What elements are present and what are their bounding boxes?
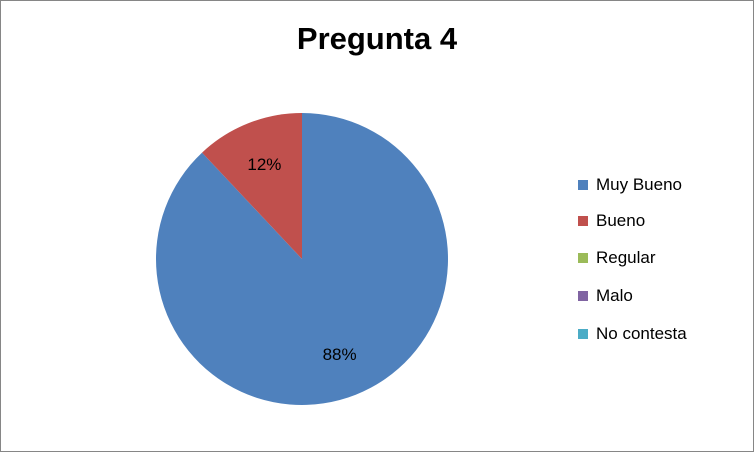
pie-slice-bueno [202,113,302,259]
legend-label: Muy Bueno [596,175,682,194]
legend-item: No contesta [578,324,687,344]
data-label: 88% [323,345,357,364]
legend-label: No contesta [596,324,687,343]
legend-label: Malo [596,286,633,305]
legend-label: Bueno [596,211,646,230]
legend-item: Regular [578,248,656,268]
chart-title: Pregunta 4 [296,21,458,56]
legend-swatch [578,329,588,339]
pie-slice-muy-bueno [156,113,449,405]
legend-item: Bueno [578,211,645,231]
legend-item: Muy Bueno [578,175,682,195]
legend-swatch [578,253,588,263]
legend-item: Malo [578,286,633,306]
legend-label: Regular [596,248,656,267]
data-label: 12% [247,155,281,174]
legend-swatch [578,180,588,190]
legend-swatch [578,216,588,226]
legend-swatch [578,291,588,301]
